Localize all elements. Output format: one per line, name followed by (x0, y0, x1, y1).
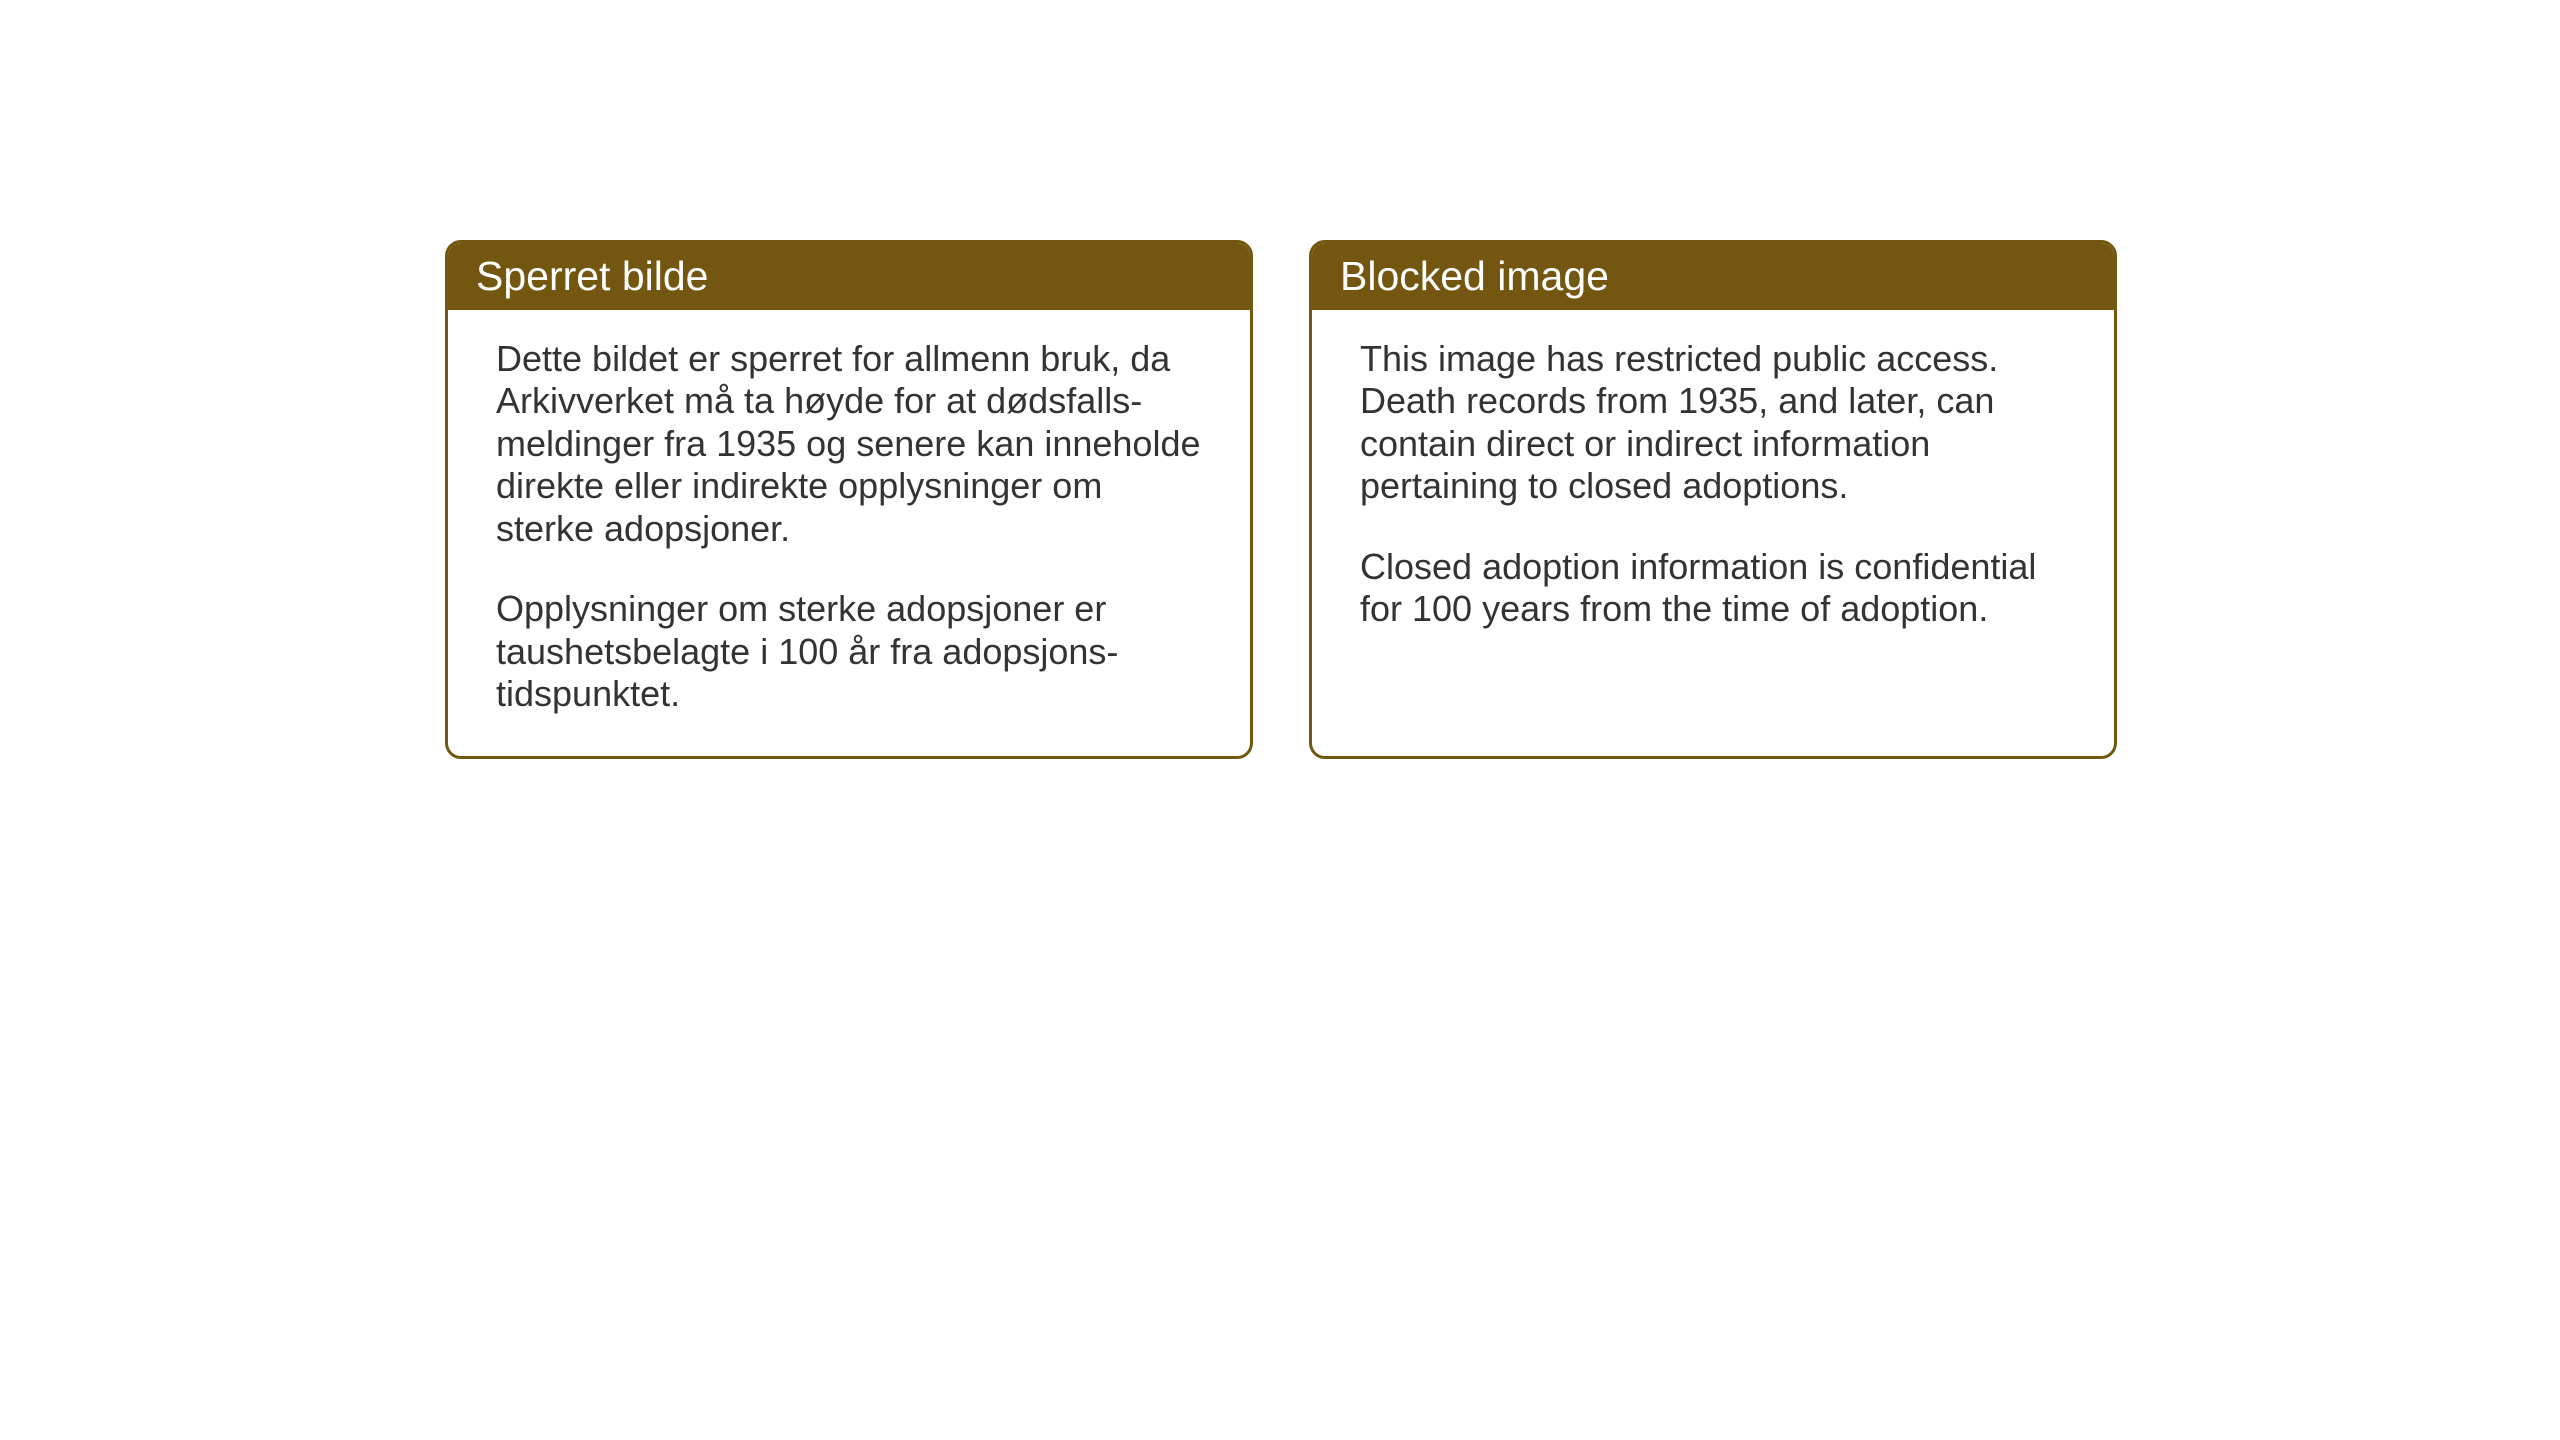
notice-paragraph: Closed adoption information is confident… (1360, 546, 2066, 631)
notice-container: Sperret bilde Dette bildet er sperret fo… (445, 240, 2117, 759)
notice-body-norwegian: Dette bildet er sperret for allmenn bruk… (448, 310, 1250, 756)
notice-body-english: This image has restricted public access.… (1312, 310, 2114, 671)
notice-paragraph: This image has restricted public access.… (1360, 338, 2066, 508)
notice-paragraph: Dette bildet er sperret for allmenn bruk… (496, 338, 1202, 550)
notice-paragraph: Opplysninger om sterke adopsjoner er tau… (496, 588, 1202, 715)
notice-box-norwegian: Sperret bilde Dette bildet er sperret fo… (445, 240, 1253, 759)
notice-header-english: Blocked image (1312, 243, 2114, 310)
notice-box-english: Blocked image This image has restricted … (1309, 240, 2117, 759)
notice-header-norwegian: Sperret bilde (448, 243, 1250, 310)
